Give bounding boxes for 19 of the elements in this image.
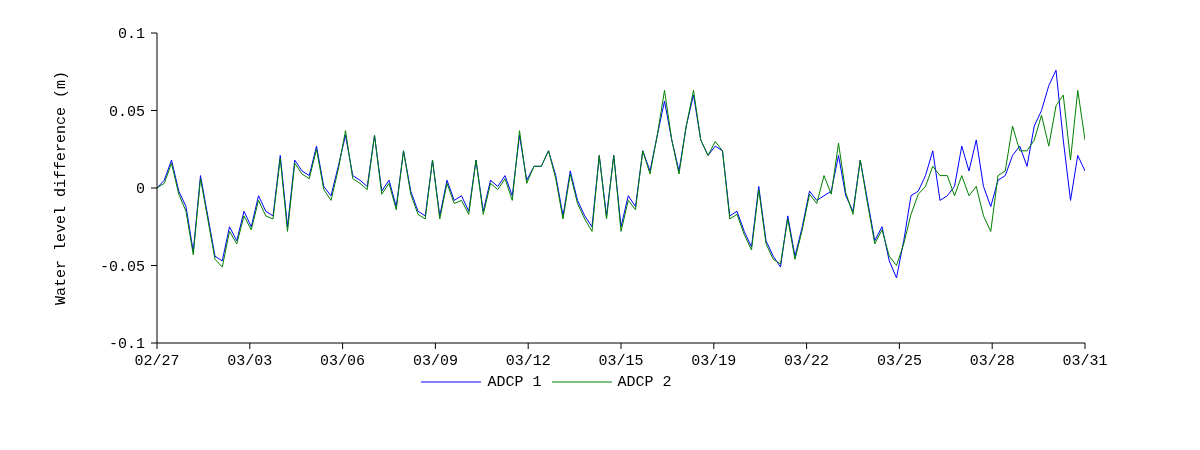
x-tick-label: 03/19 [691, 353, 737, 370]
y-tick-label: 0.1 [117, 26, 145, 43]
x-tick-label: 03/03 [227, 353, 273, 370]
x-tick-label: 03/28 [969, 353, 1015, 370]
x-tick-label: 02/27 [134, 353, 180, 370]
y-tick-label: 0.05 [108, 103, 145, 121]
x-tick-label: 03/25 [876, 353, 922, 370]
x-tick-label: 03/22 [784, 353, 830, 370]
x-tick-label: 03/12 [505, 353, 551, 370]
x-tick-label: 03/09 [412, 353, 458, 370]
y-axis-title: Water level difference (m) [53, 70, 71, 306]
legend-label: ADCP 1 [487, 373, 542, 391]
y-tick-label: 0 [135, 181, 145, 198]
x-tick-label: 03/15 [598, 353, 644, 370]
y-tick-label: -0.05 [99, 258, 145, 276]
x-tick-label: 03/06 [320, 353, 366, 370]
y-tick-label: -0.1 [108, 336, 145, 353]
legend-label: ADCP 2 [617, 373, 672, 391]
x-tick-label: 03/31 [1062, 353, 1108, 370]
